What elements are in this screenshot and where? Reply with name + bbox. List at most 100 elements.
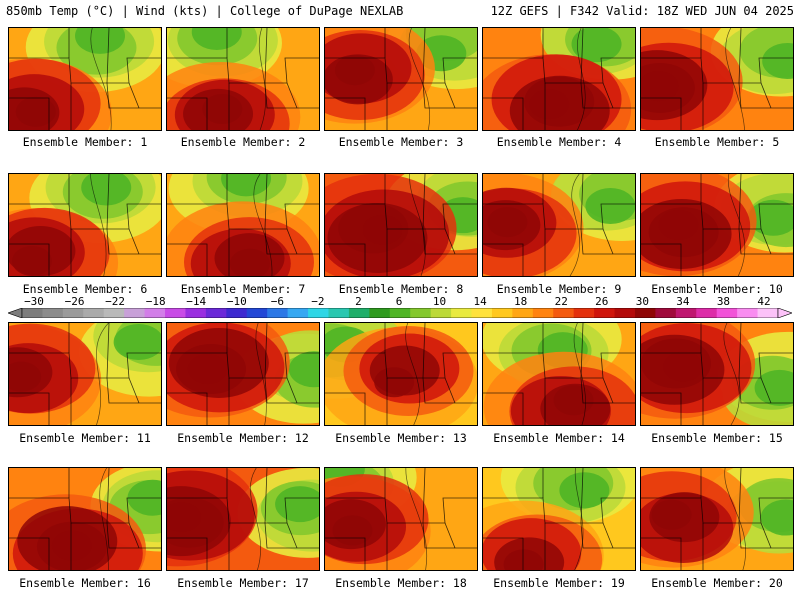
cool-region [191,28,242,50]
colorbar-tick-label: 42 [757,295,771,308]
contour-line [405,468,427,570]
state-border [425,497,477,524]
contour-line [576,28,586,130]
warm-region [663,351,704,382]
state-border [425,203,477,230]
warm-region [51,530,92,561]
state-border [128,228,140,255]
state-border [9,57,109,84]
colorbar-tick-label: 14 [473,295,487,308]
colorbar-segment [716,308,738,318]
state-border [9,203,109,230]
warm-region [658,209,699,240]
temperature-field [325,174,477,276]
colorbar-segment [348,308,370,318]
colorbar-segment [737,308,759,318]
ensemble-member-map [8,27,162,131]
colorbar-bar [8,308,792,318]
state-border [422,323,477,404]
state-border [483,243,524,276]
warm-region [9,361,42,392]
state-border [641,57,741,84]
contour-line [723,323,740,425]
colorbar-tick-label: 26 [595,295,609,308]
ensemble-member-map [482,27,636,131]
ensemble-member-map [8,322,162,426]
colorbar-segment [410,308,432,318]
warm-region [553,385,594,416]
colorbar-segment [42,308,64,318]
state-border [9,97,50,130]
colorbar-segment [144,308,166,318]
colorbar-segment [553,308,575,318]
ensemble-member-label: Ensemble Member: 8 [338,282,464,296]
ensemble-member-map [640,322,794,426]
colorbar-tick-label: 2 [355,295,362,308]
colorbar-segment [287,308,309,318]
temperature-field [9,28,161,130]
ensemble-member-label: Ensemble Member: 15 [651,431,783,445]
colorbar-segment [369,308,391,318]
colorbar-segment [83,308,105,318]
ensemble-member-map [640,27,794,131]
state-border [444,522,456,549]
temperature-field [641,28,793,130]
header-left-title: 850mb Temp (°C) | Wind (kts) | College o… [6,4,404,18]
state-border [128,522,140,549]
state-border [167,243,208,276]
state-border [741,497,793,524]
colorbar-segment [103,308,125,318]
colorbar-tick-label: −10 [226,295,247,308]
ensemble-member-map [640,467,794,571]
state-border [641,352,741,379]
warm-region [487,207,528,238]
contour-line [409,174,426,276]
colorbar-tick-label: −2 [311,295,325,308]
temperature-field [167,28,319,130]
state-border [483,352,583,379]
state-border [483,392,524,425]
colorbar-tick-label: −30 [24,295,44,308]
state-border [267,203,319,230]
colorbar-tick-label: −6 [270,295,284,308]
temperature-field [641,323,793,425]
state-border [325,243,366,276]
ensemble-member-map [324,322,478,426]
ensemble-member-map [324,467,478,571]
contour-line [405,323,421,425]
state-border [760,82,772,109]
colorbar-segment [594,308,616,318]
state-border [325,97,366,130]
ensemble-member-map [482,173,636,277]
header-right-title: 12Z GEFS | F342 Valid: 18Z WED JUN 04 20… [490,4,794,18]
colorbar-segment [246,308,268,318]
warm-region [529,89,570,120]
state-border [109,352,161,379]
warm-region [12,245,53,276]
ensemble-member-label: Ensemble Member: 3 [338,135,464,149]
colorbar-tick-label: −22 [105,295,126,308]
state-border [9,392,50,425]
contour-line [727,174,746,276]
state-border [325,203,425,230]
temperature-field [325,323,477,425]
state-border [760,377,772,404]
state-border [286,228,298,255]
state-border [760,228,772,255]
cool-region [585,188,635,225]
state-border [641,392,682,425]
temperature-field [9,323,161,425]
contour-line [255,323,267,425]
temperature-field [167,174,319,276]
temperature-field [9,174,161,276]
temperature-field [641,174,793,276]
temperature-field [483,468,635,570]
state-border [267,352,319,379]
state-border [641,243,682,276]
colorbar-tick-label: 38 [716,295,731,308]
colorbar-segment [614,308,636,318]
ensemble-member-label: Ensemble Member: 17 [177,576,309,590]
temperature-field [483,323,635,425]
contour-line [725,28,745,130]
contour-line [574,468,584,570]
